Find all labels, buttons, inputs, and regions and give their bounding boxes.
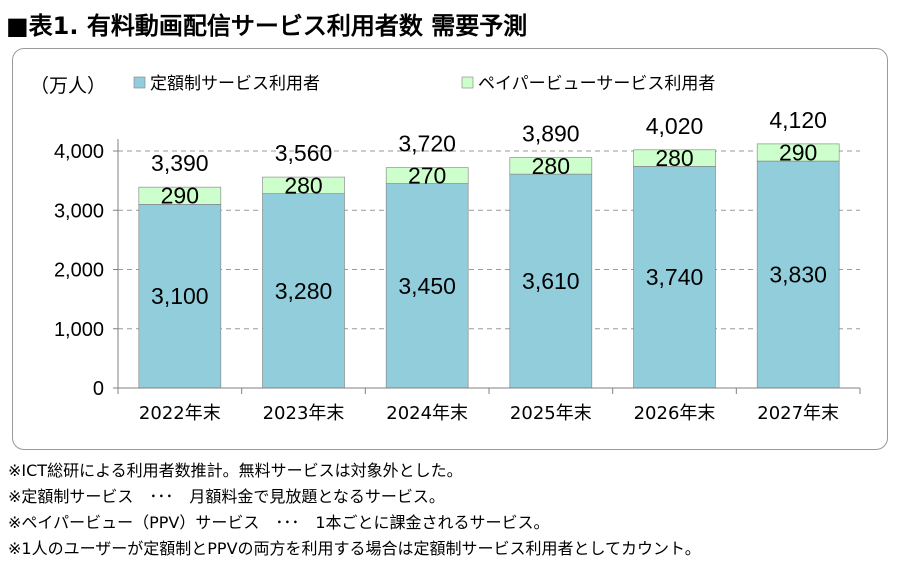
y-tick-label: 1,000: [54, 319, 104, 341]
data-label-subscription: 3,610: [522, 268, 580, 294]
stacked-bar-chart: 3,100 290 3,390 3,280 280 3,560 3,450 270 3,720 3…: [30, 74, 861, 424]
total-label: 3,390: [151, 150, 209, 176]
bar-subscription: [509, 173, 593, 389]
y-tick-label: 2,000: [54, 260, 104, 282]
x-tick-label: 2026年末: [634, 403, 716, 424]
legend-swatch: [461, 76, 474, 89]
footnote: ※1人のユーザーが定額制とPPVの両方を利用する場合は定額制サービス利用者として…: [8, 539, 701, 558]
y-tick-label: 0: [93, 378, 104, 400]
unit-label: （万人）: [30, 75, 106, 97]
legend-label: 定額制サービス利用者: [150, 74, 320, 94]
bar-ppv: [138, 186, 222, 205]
legend: 定額制サービス利用者 ペイパービューサービス利用者: [133, 74, 715, 94]
gridlines: [118, 150, 860, 330]
bar-ppv: [385, 167, 469, 184]
data-label-ppv: 280: [532, 153, 570, 179]
legend-swatch: [133, 76, 146, 89]
data-label-ppv: 290: [161, 183, 199, 209]
bar-subscription: [262, 193, 345, 389]
data-label-subscription: 3,280: [275, 278, 333, 304]
data-label-ppv: 270: [408, 163, 446, 189]
bar-subscription: [633, 166, 716, 389]
bar-ppv: [509, 157, 593, 175]
x-tick-label: 2023年末: [263, 403, 345, 424]
total-label: 4,120: [769, 107, 827, 133]
data-labels: 3,100 290 3,390 3,280 280 3,560 3,450 270 3,720 3…: [151, 107, 827, 309]
footnote: ※ペイパービュー（PPV）サービス ･･･ 1本ごとに課金されるサービス。: [8, 513, 550, 532]
bar-subscription: [385, 183, 469, 389]
y-tick-label: 3,000: [54, 200, 104, 222]
bar-subscription: [756, 160, 840, 389]
x-tick-label: 2027年末: [757, 403, 839, 424]
data-label-ppv: 290: [779, 139, 817, 165]
total-label: 3,720: [398, 131, 456, 157]
total-label: 3,890: [522, 121, 580, 147]
total-label: 4,020: [646, 113, 704, 139]
footnotes: ※ICT総研による利用者数推計。無料サービスは対象外とした。 ※定額制サービス …: [8, 458, 701, 562]
bar-ppv: [633, 149, 716, 167]
legend-label: ペイパービューサービス利用者: [478, 74, 715, 94]
data-label-ppv: 280: [655, 145, 693, 171]
footnote: ※ICT総研による利用者数推計。無料サービスは対象外とした。: [8, 461, 463, 480]
bars: [138, 143, 840, 389]
chart-title: ■表1. 有料動画配信サービス利用者数 需要予測: [6, 12, 528, 40]
data-label-ppv: 280: [284, 172, 322, 198]
y-tick-label: 4,000: [54, 141, 104, 163]
data-label-subscription: 3,740: [646, 264, 704, 290]
data-label-subscription: 3,450: [398, 273, 456, 299]
data-label-subscription: 3,100: [151, 283, 209, 309]
x-tick-label: 2022年末: [139, 403, 221, 424]
data-label-subscription: 3,830: [769, 262, 827, 288]
x-tick-label: 2024年末: [386, 403, 468, 424]
bar-ppv: [262, 176, 345, 194]
bar-ppv: [756, 143, 840, 162]
total-label: 3,560: [275, 140, 333, 166]
x-tick-label: 2025年末: [510, 403, 592, 424]
footnote: ※定額制サービス ･･･ 月額料金で見放題となるサービス。: [8, 487, 445, 506]
axes: 0 1,000 2,000 3,000 4,000 （万人） 2022年末 2023年末 202…: [30, 75, 861, 424]
